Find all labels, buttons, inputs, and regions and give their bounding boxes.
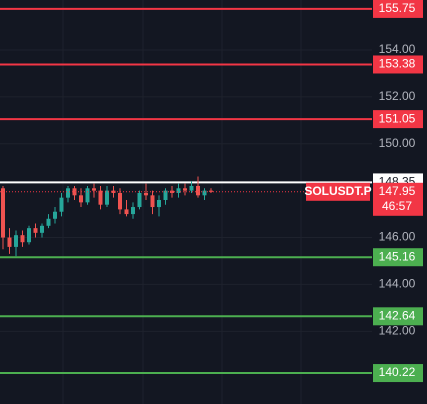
candle-body (72, 188, 77, 196)
candle-body (183, 188, 187, 191)
level-label: 153.38 (379, 57, 416, 71)
level-label: 140.22 (379, 365, 416, 379)
candle-body (189, 185, 194, 191)
candle-body (105, 190, 109, 205)
level-label-bg (373, 55, 423, 74)
y-tick-label: 142.00 (379, 323, 416, 337)
candle-body (202, 190, 207, 196)
symbol-label: SOLUSDT.P (304, 184, 371, 198)
candle-body (79, 195, 83, 203)
candle-body (92, 188, 96, 191)
candle-body (66, 188, 70, 198)
level-label: 145.16 (379, 249, 416, 263)
candle-body (98, 190, 103, 205)
candle-body (163, 190, 168, 201)
candle-body (1, 188, 5, 238)
y-tick-label: 152.00 (379, 89, 416, 103)
candle-body (111, 190, 116, 193)
level-label-bg (373, 248, 423, 267)
candle-body (157, 200, 161, 208)
candle-body (124, 209, 129, 215)
candle-body (20, 235, 25, 243)
candle-body (14, 235, 18, 247)
symbol-label-bg (306, 182, 370, 201)
level-label-bg (373, 307, 423, 326)
candle-body (137, 192, 142, 208)
level-label-bg (373, 364, 423, 383)
candle-body (46, 218, 51, 226)
candle-body (40, 225, 44, 233)
y-tick-label: 150.00 (379, 136, 416, 150)
level-label: 151.05 (379, 111, 416, 125)
y-tick-label: 144.00 (379, 277, 416, 291)
level-label: 155.75 (379, 1, 416, 15)
candle-body (144, 192, 148, 196)
candle-body (150, 195, 155, 208)
candle-body (27, 228, 31, 243)
candle-body (209, 190, 213, 192)
level-label: 142.64 (379, 308, 416, 322)
y-tick-label: 154.00 (379, 42, 416, 56)
candle-body (59, 197, 64, 212)
candle-body (7, 237, 12, 247)
last-price-label-bg (373, 182, 423, 216)
candle-body (196, 185, 200, 196)
candle-body (176, 188, 181, 193)
last-price-label: 147.95 (379, 184, 416, 198)
candle-body (131, 207, 135, 215)
candle-body (53, 211, 57, 219)
y-tick-label: 146.00 (379, 230, 416, 244)
level-label-bg (373, 0, 423, 18)
countdown-label: 46:57 (382, 199, 412, 213)
candle-body (85, 188, 90, 203)
candle-body (33, 228, 38, 233)
level-label-bg (373, 110, 423, 129)
candle-body (118, 192, 122, 210)
